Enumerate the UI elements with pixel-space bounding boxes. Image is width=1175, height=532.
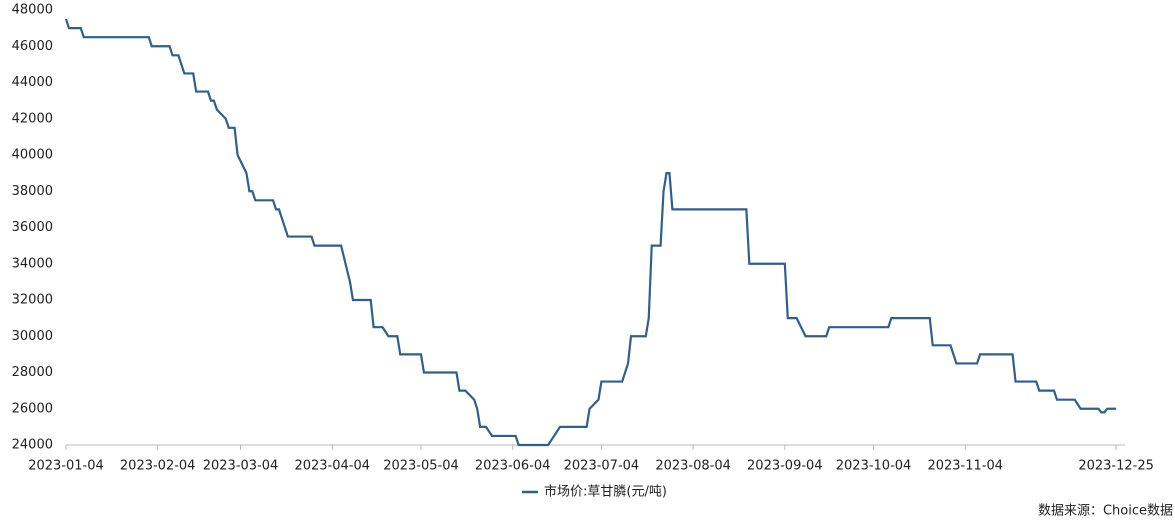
x-tick-label: 2023-03-04 [203,459,279,474]
y-tick-label: 48000 [12,3,53,18]
legend-label: 市场价:草甘膦(元/吨) [544,484,667,500]
x-tick-label: 2023-08-04 [655,459,731,474]
y-tick-label: 42000 [12,111,53,126]
y-tick-label: 30000 [12,329,53,344]
x-tick-label: 2023-01-04 [28,459,104,474]
y-tick-label: 32000 [12,293,53,308]
y-tick-label: 38000 [12,184,53,199]
y-tick-label: 46000 [12,39,53,54]
x-tick-label: 2023-11-04 [927,459,1003,474]
x-tick-label: 2023-04-04 [294,459,370,474]
x-tick-label: 2023-02-04 [120,459,196,474]
x-tick-label: 2023-06-04 [475,459,551,474]
y-tick-label: 28000 [12,365,53,380]
x-tick-label: 2023-12-25 [1078,459,1154,474]
y-tick-label: 36000 [12,220,53,235]
y-tick-label: 34000 [12,256,53,271]
y-tick-label: 26000 [12,401,53,416]
y-tick-label: 24000 [12,438,53,453]
x-tick-label: 2023-05-04 [383,459,459,474]
x-tick-label: 2023-09-04 [747,459,823,474]
x-tick-label: 2023-07-04 [564,459,640,474]
y-tick-label: 44000 [12,75,53,90]
source-note: 数据来源：Choice数据 [1038,504,1173,519]
line-series [64,18,1117,447]
y-tick-label: 40000 [12,148,53,163]
x-tick-label: 2023-10-04 [836,459,912,474]
